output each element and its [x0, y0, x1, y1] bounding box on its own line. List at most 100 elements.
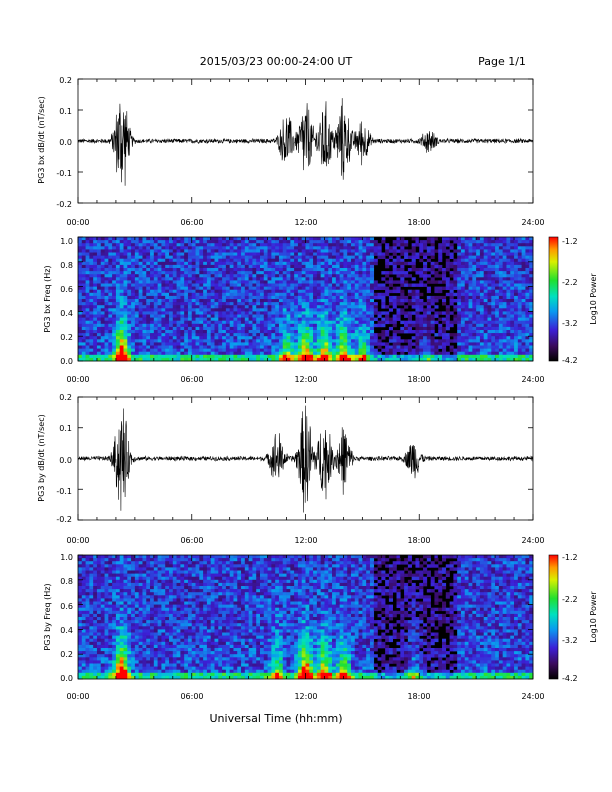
heatmap-cell	[332, 299, 337, 303]
heatmap-cell	[248, 252, 253, 256]
heatmap-cell	[385, 354, 390, 359]
heatmap-cell	[510, 261, 515, 266]
heatmap-cell	[498, 323, 503, 328]
heatmap-cell	[244, 249, 249, 253]
heatmap-cell	[218, 354, 223, 359]
heatmap-cell	[252, 268, 257, 272]
heatmap-cell	[347, 351, 352, 356]
heatmap-cell	[294, 308, 299, 312]
heatmap-cell	[487, 330, 492, 334]
heatmap-cell	[517, 295, 522, 300]
heatmap-cell	[510, 274, 515, 278]
heatmap-cell	[407, 323, 412, 328]
heatmap-cell	[108, 320, 113, 325]
heatmap-cell	[127, 333, 132, 337]
heatmap-cell	[388, 320, 394, 325]
heatmap-cell	[411, 255, 416, 259]
heatmap-cell	[491, 252, 496, 256]
heatmap-cell	[267, 283, 272, 287]
heatmap-cell	[252, 339, 257, 343]
heatmap-cell	[324, 336, 329, 340]
heatmap-cell	[339, 249, 344, 253]
panel-bx-spectrogram-ylabel: PG3 bx Freq (Hz)	[43, 265, 52, 332]
heatmap-cell	[297, 283, 303, 287]
heatmap-cell	[529, 357, 534, 362]
heatmap-cell	[419, 299, 424, 303]
heatmap-cell	[294, 237, 299, 241]
heatmap-cell	[426, 320, 431, 325]
heatmap-cell	[514, 305, 519, 309]
heatmap-cell	[491, 271, 496, 275]
heatmap-cell	[104, 243, 109, 247]
heatmap-cell	[89, 598, 94, 602]
heatmap-cell	[479, 261, 485, 266]
heatmap-cell	[115, 342, 121, 346]
heatmap-cell	[514, 240, 519, 244]
heatmap-cell	[93, 604, 98, 608]
heatmap-cell	[332, 252, 337, 256]
heatmap-cell	[184, 289, 189, 294]
heatmap-cell	[275, 339, 280, 343]
heatmap-cell	[161, 271, 166, 275]
heatmap-cell	[85, 320, 90, 325]
heatmap-cell	[176, 336, 181, 340]
heatmap-cell	[199, 305, 204, 309]
heatmap-cell	[525, 308, 530, 312]
heatmap-cell	[233, 305, 238, 309]
heatmap-cell	[445, 308, 450, 312]
heatmap-cell	[517, 246, 522, 250]
heatmap-cell	[377, 345, 382, 349]
heatmap-cell	[81, 246, 86, 250]
heatmap-cell	[442, 333, 447, 337]
heatmap-cell	[138, 308, 143, 312]
heatmap-cell	[472, 305, 477, 309]
heatmap-cell	[415, 237, 420, 241]
heatmap-cell	[434, 264, 439, 269]
heatmap-cell	[104, 317, 109, 321]
y-tick-label: 0.4	[60, 309, 73, 318]
heatmap-cell	[127, 326, 132, 331]
heatmap-cell	[347, 237, 352, 241]
heatmap-cell	[483, 258, 488, 263]
heatmap-cell	[328, 240, 333, 244]
heatmap-cell	[210, 240, 215, 244]
heatmap-cell	[343, 302, 348, 306]
heatmap-cell	[108, 283, 113, 287]
heatmap-cell	[464, 308, 469, 312]
x-tick-label: 00:00	[66, 218, 89, 227]
heatmap-cell	[460, 311, 466, 315]
heatmap-cell	[260, 336, 265, 340]
heatmap-cell	[502, 252, 507, 256]
heatmap-cell	[153, 323, 158, 328]
heatmap-cell	[286, 333, 291, 337]
heatmap-cell	[305, 237, 310, 241]
heatmap-cell	[453, 354, 458, 359]
heatmap-cell	[104, 274, 109, 278]
heatmap-cell	[514, 330, 519, 334]
heatmap-cell	[157, 277, 162, 281]
heatmap-cell	[229, 237, 234, 241]
heatmap-cell	[320, 354, 325, 359]
heatmap-cell	[434, 351, 439, 356]
heatmap-cell	[423, 311, 428, 315]
heatmap-cell	[191, 237, 196, 241]
heatmap-cell	[332, 311, 337, 315]
heatmap-cell	[332, 354, 337, 359]
heatmap-cell	[517, 243, 522, 247]
heatmap-cell	[93, 299, 98, 303]
heatmap-cell	[260, 283, 265, 287]
heatmap-cell	[358, 348, 363, 352]
heatmap-cell	[89, 669, 94, 674]
heatmap-cell	[252, 348, 257, 352]
heatmap-cell	[362, 292, 367, 297]
heatmap-cell	[407, 261, 412, 266]
heatmap-cell	[115, 277, 121, 281]
heatmap-cell	[495, 354, 500, 359]
heatmap-cell	[377, 320, 382, 325]
heatmap-cell	[104, 246, 109, 250]
heatmap-cell	[385, 261, 390, 266]
heatmap-cell	[199, 299, 204, 303]
heatmap-cell	[248, 308, 253, 312]
heatmap-cell	[165, 274, 170, 278]
heatmap-cell	[85, 271, 90, 275]
